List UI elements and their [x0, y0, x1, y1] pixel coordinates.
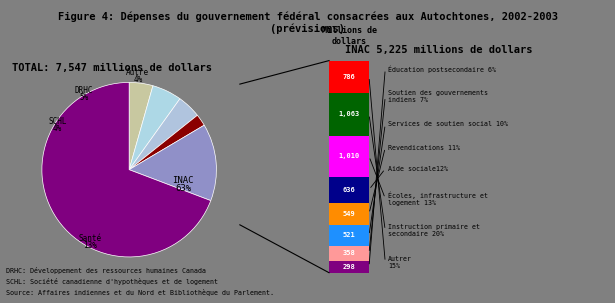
Bar — [329, 177, 369, 203]
Text: SCHL: SCHL — [49, 117, 67, 126]
Text: INAC: INAC — [172, 176, 194, 185]
Bar — [329, 246, 369, 261]
Text: Écoles, infrastructure et
logement 13%: Écoles, infrastructure et logement 13% — [388, 191, 488, 206]
Text: 786: 786 — [343, 74, 355, 80]
Text: 5%: 5% — [79, 93, 89, 102]
Text: Autre: Autre — [126, 68, 149, 78]
Text: Santé: Santé — [78, 234, 101, 243]
Bar — [329, 136, 369, 177]
Text: SCHL: Société canadienne d'hypothèques et de logement: SCHL: Société canadienne d'hypothèques e… — [6, 278, 218, 285]
Text: 4%: 4% — [53, 124, 62, 133]
Text: Services de soutien social 10%: Services de soutien social 10% — [388, 121, 508, 127]
Bar — [329, 92, 369, 136]
Text: DRHC: DRHC — [74, 86, 93, 95]
Text: Revendications 11%: Revendications 11% — [388, 145, 460, 151]
Text: 4%: 4% — [133, 75, 143, 85]
Text: Autrer
15%: Autrer 15% — [388, 256, 412, 268]
Text: 1,010: 1,010 — [338, 153, 360, 159]
Wedge shape — [129, 115, 204, 170]
Text: 63%: 63% — [175, 185, 191, 194]
Text: INAC 5,225 millions de dollars: INAC 5,225 millions de dollars — [345, 45, 533, 55]
Bar — [329, 225, 369, 246]
Wedge shape — [129, 82, 153, 170]
Text: Figure 4: Dépenses du gouvernement fédéral consacrées aux Autochtones, 2002-2003: Figure 4: Dépenses du gouvernement fédér… — [57, 12, 558, 34]
Text: 13%: 13% — [83, 241, 97, 250]
Text: Source: Affaires indiennes et du Nord et Bibliothèque du Parlement.: Source: Affaires indiennes et du Nord et… — [6, 289, 274, 296]
Text: 298: 298 — [343, 264, 355, 270]
Wedge shape — [129, 125, 216, 201]
Wedge shape — [42, 82, 211, 257]
Text: 358: 358 — [343, 250, 355, 256]
Wedge shape — [129, 86, 180, 170]
Wedge shape — [129, 99, 197, 170]
Text: 1,063: 1,063 — [338, 111, 360, 117]
Text: Éducation postsecondaire 6%: Éducation postsecondaire 6% — [388, 65, 496, 73]
Text: TOTAL: 7,547 millions de dollars: TOTAL: 7,547 millions de dollars — [12, 63, 212, 73]
Text: 521: 521 — [343, 232, 355, 238]
Text: Soutien des gouvernements
indiens 7%: Soutien des gouvernements indiens 7% — [388, 90, 488, 103]
Text: 636: 636 — [343, 187, 355, 193]
Text: Millions de
dollars: Millions de dollars — [322, 26, 376, 46]
Text: Instruction primaire et
secondaire 20%: Instruction primaire et secondaire 20% — [388, 224, 480, 237]
Bar — [329, 61, 369, 92]
Bar — [329, 203, 369, 225]
Bar — [329, 261, 369, 273]
Text: Aide sociale12%: Aide sociale12% — [388, 166, 448, 172]
Text: DRHC: Développement des ressources humaines Canada: DRHC: Développement des ressources humai… — [6, 267, 206, 274]
Text: 549: 549 — [343, 211, 355, 217]
